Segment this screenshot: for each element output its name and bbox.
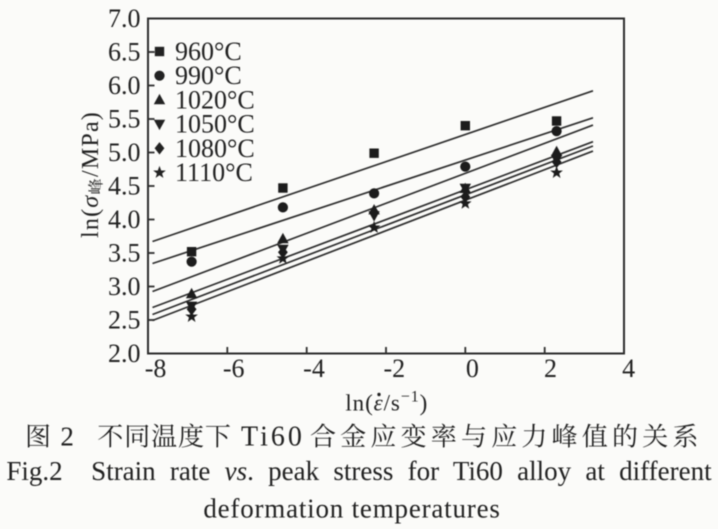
svg-text:-4: -4 [303, 354, 325, 383]
svg-text:/MPa): /MPa) [78, 111, 104, 177]
svg-text:6.5: 6.5 [108, 38, 141, 67]
svg-text:-6: -6 [223, 354, 245, 383]
svg-text:6.0: 6.0 [108, 71, 141, 100]
svg-text:-2: -2 [383, 354, 405, 383]
svg-text:960°C: 960°C [175, 37, 242, 66]
svg-text:2.5: 2.5 [108, 306, 141, 335]
svg-text:4.0: 4.0 [108, 205, 141, 234]
svg-text:3.5: 3.5 [108, 239, 141, 268]
svg-text:1110°C: 1110°C [175, 158, 253, 187]
svg-text:3.0: 3.0 [108, 272, 141, 301]
svg-text:2.0: 2.0 [108, 339, 141, 368]
svg-text:4: 4 [622, 354, 635, 383]
svg-text:1080°C: 1080°C [175, 134, 255, 163]
svg-text:2: 2 [544, 354, 557, 383]
svg-text:1050°C: 1050°C [175, 110, 255, 139]
svg-text:5.0: 5.0 [108, 138, 141, 167]
svg-text:1020°C: 1020°C [175, 85, 255, 114]
svg-text:990°C: 990°C [175, 61, 242, 90]
svg-text:Fig.2 Strain rate vs. peak st: Fig.2 Strain rate vs. peak stress for Ti… [6, 456, 712, 486]
svg-text:7.0: 7.0 [108, 4, 141, 33]
svg-text:Ti60: Ti60 [241, 422, 305, 453]
svg-text:4.5: 4.5 [108, 172, 141, 201]
svg-text:ln(σ: ln(σ [78, 195, 104, 238]
svg-text:2: 2 [60, 422, 74, 452]
svg-text:-8: -8 [145, 354, 167, 383]
svg-text:deformation temperatures: deformation temperatures [203, 494, 500, 524]
svg-text:0: 0 [466, 354, 479, 383]
svg-text:5.5: 5.5 [108, 105, 141, 134]
